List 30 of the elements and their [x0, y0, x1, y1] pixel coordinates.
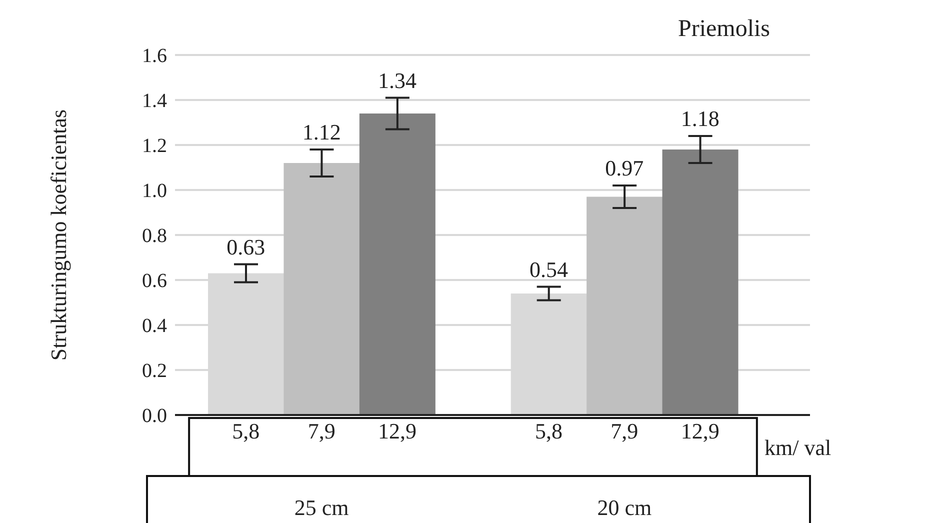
x-tick-label: 5,8: [534, 418, 562, 444]
data-label: 1.18: [680, 106, 720, 131]
data-label: 1.34: [378, 68, 417, 93]
y-tick-label: 0.4: [142, 315, 167, 338]
y-tick-label: 0.0: [142, 405, 167, 428]
bar: [586, 196, 663, 415]
y-tick-label: 1.0: [142, 180, 167, 202]
x-axis-title: km/ val: [764, 435, 832, 460]
x-tick-label: 7,9: [308, 418, 336, 444]
y-tick-label: 1.6: [142, 45, 167, 68]
x-tick-label: 12,9: [378, 418, 417, 444]
y-tick-label: 1.2: [142, 135, 167, 158]
text: 20 cm: [597, 495, 652, 520]
data-label: 1.12: [302, 120, 341, 144]
chart-title: Priemolis: [678, 16, 770, 42]
text: 25 cm: [294, 495, 349, 520]
x-tick-label: 5,8: [232, 418, 260, 444]
bar: [662, 150, 738, 415]
data-label: 0.63: [226, 234, 266, 260]
bar: [284, 163, 360, 415]
y-tick-label: 1.4: [142, 90, 167, 112]
y-tick-label: 0.2: [142, 360, 167, 382]
data-label: 0.54: [529, 256, 568, 282]
bar: [359, 114, 436, 415]
x-tick-label: 7,9: [610, 418, 638, 444]
y-tick-label: 0.6: [142, 270, 167, 292]
y-tick-label: 0.8: [142, 225, 167, 248]
y-axis-title: Strukturingumo koeficientas: [46, 109, 71, 361]
x-tick-label: 12,9: [680, 418, 720, 444]
data-label: 0.97: [605, 156, 644, 180]
